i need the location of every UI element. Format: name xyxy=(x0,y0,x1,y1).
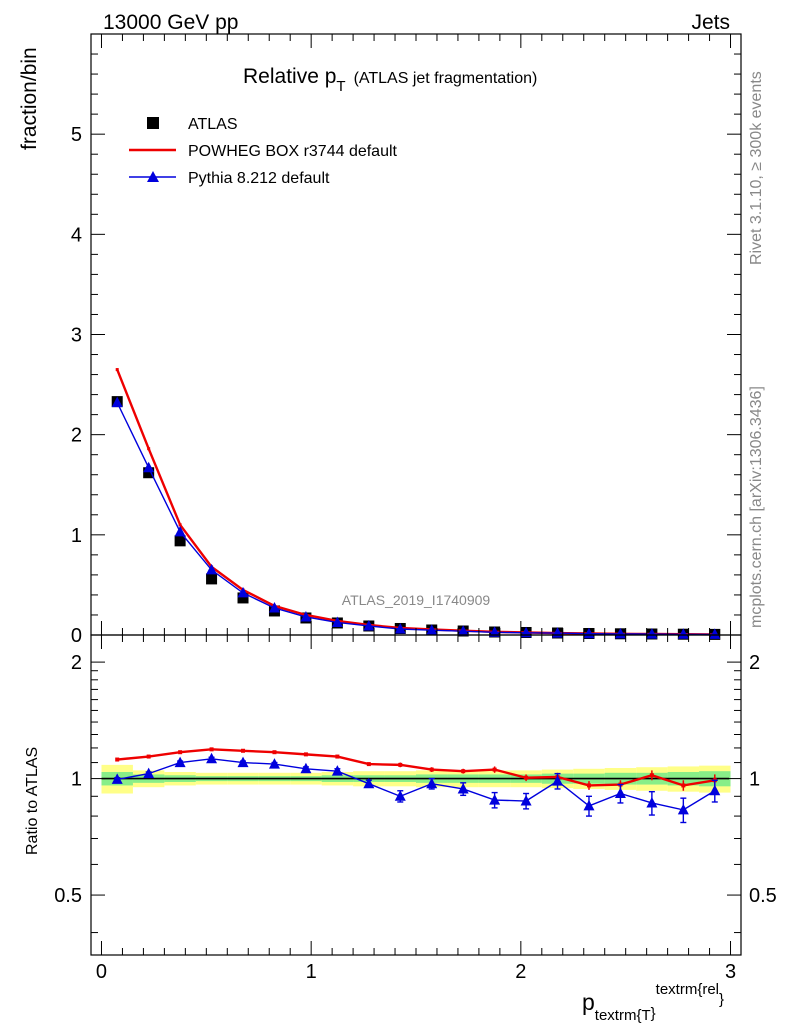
powheg-ratio-point xyxy=(303,752,308,757)
ratio-y-axis-label: Ratio to ATLAS xyxy=(24,747,41,855)
pythia-point xyxy=(363,619,375,631)
pythia-point xyxy=(394,622,406,634)
pythia-ratio-point xyxy=(677,803,689,815)
powheg-ratio-point xyxy=(398,762,403,767)
powheg-ratio-point xyxy=(272,750,277,755)
pythia-point xyxy=(457,625,469,636)
x-tick-label: 1 xyxy=(306,961,317,983)
pythia-ratio-point xyxy=(206,752,218,764)
pythia-point xyxy=(646,628,658,639)
x-tick-label: 3 xyxy=(725,961,736,983)
legend-pythia-marker xyxy=(147,171,159,182)
pythia-point xyxy=(143,461,155,473)
rivet-label: Rivet 3.1.10, ≥ 300k events xyxy=(748,71,765,265)
y-tick-label: 0 xyxy=(71,625,82,647)
ratio-y-tick-label-right: 0.5 xyxy=(749,885,777,907)
powheg-ratio-point xyxy=(115,757,120,762)
powheg-ratio-point xyxy=(366,762,371,767)
pythia-ratio-point xyxy=(394,790,406,801)
powheg-ratio-point xyxy=(681,783,686,788)
powheg-ratio-point xyxy=(586,783,591,788)
powheg-ratio-point xyxy=(209,747,214,752)
pythia-point xyxy=(111,396,123,408)
y-axis-label: fraction/bin xyxy=(18,47,41,150)
ratio-y-tick-label-right: 1 xyxy=(749,769,760,791)
atlas-point xyxy=(143,467,155,479)
pythia-ratio-point xyxy=(300,762,312,774)
y-tick-label: 2 xyxy=(71,425,82,447)
pythia-point xyxy=(206,563,218,575)
powheg-ratio-point xyxy=(335,754,340,759)
pythia-ratio-point xyxy=(520,795,532,806)
pythia-point xyxy=(426,624,438,635)
pythia-ratio-line xyxy=(117,758,716,811)
pythia-point xyxy=(709,628,721,639)
pythia-ratio-point xyxy=(646,796,658,808)
pythia-ratio-point xyxy=(331,765,343,776)
pythia-point xyxy=(268,601,280,613)
pythia-ratio-point xyxy=(143,767,155,779)
pythia-ratio-point xyxy=(583,799,595,811)
ratio-y-tick-label: 2 xyxy=(71,652,82,674)
ratio-y-tick-label: 1 xyxy=(71,769,82,791)
pythia-ratio-point xyxy=(552,775,564,786)
ratio-y-tick-label-right: 2 xyxy=(749,652,760,674)
atlas-point xyxy=(174,535,186,547)
pythia-ratio-point xyxy=(363,777,375,789)
plot-title: Relative pT (ATLAS jet fragmentation) xyxy=(243,65,537,95)
ratio-y-tick-label: 0.5 xyxy=(54,885,82,907)
header-left: 13000 GeV pp xyxy=(103,11,238,34)
pythia-point xyxy=(237,586,249,598)
pythia-point xyxy=(331,616,343,627)
legend-powheg-label: POWHEG BOX r3744 default xyxy=(188,143,398,160)
pythia-point xyxy=(677,628,689,639)
powheg-ratio-point xyxy=(461,769,466,774)
powheg-point xyxy=(178,523,182,527)
ratio-frame xyxy=(90,634,742,956)
powheg-ratio-point xyxy=(241,748,246,753)
ratio-panel: 0.5 0.5 1 1 2 2 0 1 2 3 Ratio to ATLAS ptextrm{T}… xyxy=(24,634,777,1024)
powheg-point xyxy=(115,368,119,372)
pythia-point xyxy=(174,525,186,537)
legend: ATLAS POWHEG BOX r3744 default Pythia 8.… xyxy=(129,116,398,187)
pythia-point xyxy=(489,626,501,637)
pythia-point xyxy=(614,627,626,639)
powheg-ratio-point xyxy=(524,775,529,780)
pythia-ratio-point xyxy=(709,784,721,796)
header-right: Jets xyxy=(691,11,730,34)
powheg-ratio-point xyxy=(146,754,151,759)
pythia-ratio-point xyxy=(237,756,249,768)
pythia-ratio-point xyxy=(268,758,280,769)
legend-atlas-label: ATLAS xyxy=(188,116,238,133)
pythia-ratio-point xyxy=(614,787,626,799)
analysis-watermark: ATLAS_2019_I1740909 xyxy=(342,592,491,608)
y-tick-label: 4 xyxy=(71,224,82,246)
main-panel: 0 1 2 3 4 5 Relative pT (ATLAS jet fragmentati… xyxy=(18,33,742,647)
atlas-point xyxy=(206,573,218,585)
pythia-point xyxy=(300,610,312,622)
atlas-point xyxy=(237,592,249,604)
legend-atlas-marker xyxy=(147,117,159,129)
pythia-ratio-point xyxy=(426,777,438,789)
mcplots-label: mcplots.cern.ch [arXiv:1306.3436] xyxy=(748,386,765,628)
powheg-ratio-line xyxy=(117,748,715,787)
pythia-ratio-point xyxy=(489,794,501,805)
pythia-ratio-point xyxy=(457,782,469,794)
legend-pythia-label: Pythia 8.212 default xyxy=(188,170,330,187)
y-tick-label: 1 xyxy=(71,525,82,547)
powheg-ratio-point xyxy=(492,767,497,772)
y-tick-label: 5 xyxy=(71,124,82,146)
x-tick-label: 2 xyxy=(515,961,526,983)
powheg-point xyxy=(147,447,151,451)
x-axis-label: ptextrm{T}textrm{rel} xyxy=(582,981,724,1024)
powheg-ratio-point xyxy=(649,773,654,778)
x-tick-label: 0 xyxy=(96,961,107,983)
y-tick-label: 3 xyxy=(71,325,82,347)
powheg-ratio-point xyxy=(429,767,434,772)
pythia-ratio-point xyxy=(111,773,123,784)
powheg-ratio-point xyxy=(178,750,183,755)
pythia-ratio-point xyxy=(174,756,186,768)
